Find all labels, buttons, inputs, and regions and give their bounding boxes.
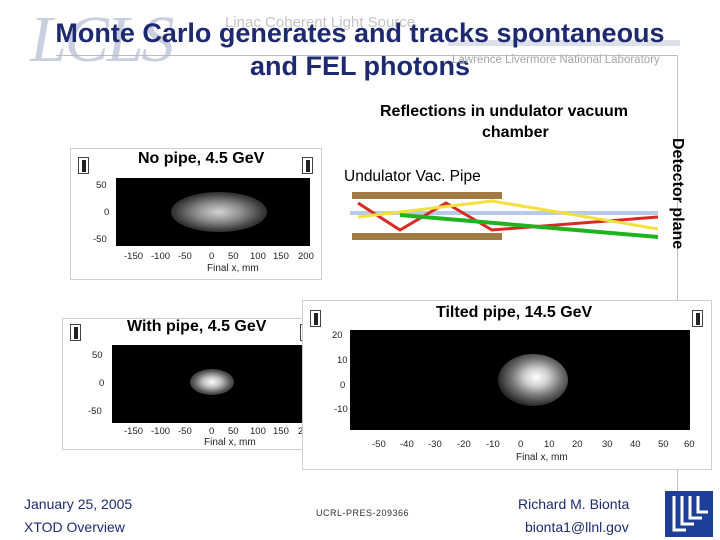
tilted-pipe-xtick: 40 [630, 439, 641, 450]
content-frame-right [677, 55, 678, 495]
no-pipe-xtick: 150 [273, 251, 289, 262]
reflection-diagram [350, 192, 659, 240]
no-pipe-xtick: 200 [298, 251, 314, 262]
window-icon [302, 157, 313, 174]
footer-meeting: XTOD Overview [24, 519, 125, 535]
tilted-pipe-xtick: 60 [684, 439, 695, 450]
tilted-pipe-xtick: 0 [518, 439, 524, 450]
tilted-pipe-xtick: 30 [602, 439, 613, 450]
with-pipe-xtick: -50 [178, 426, 192, 437]
no-pipe-label: No pipe, 4.5 GeV [138, 150, 265, 167]
tilted-pipe-plot [350, 330, 690, 430]
header-watermark: Linac Coherent Light Source [225, 14, 416, 31]
diagram-title-line-2: chamber [482, 124, 549, 141]
slide-title-line-1: Monte Carlo generates and tracks spontan… [55, 18, 665, 48]
window-icon [692, 310, 703, 327]
lower-pipe-wall [352, 233, 502, 240]
slide-title-line-2: and FEL photons [250, 51, 470, 81]
tilted-pipe-xtick: 20 [572, 439, 583, 450]
window-icon [310, 310, 321, 327]
footer-report-id: UCRL-PRES-209366 [316, 508, 410, 518]
with-pipe-label: With pipe, 4.5 GeV [127, 318, 267, 335]
no-pipe-xtick: 0 [209, 251, 215, 262]
tilted-pipe-x-axis-title: Final x, mm [516, 452, 568, 463]
green-ray [399, 213, 659, 239]
footer-email: bionta1@llnl.gov [525, 519, 629, 535]
lab-name: Lawrence Livermore National Laboratory [452, 54, 660, 66]
with-pipe-ytick: -50 [88, 406, 102, 417]
with-pipe-ytick: 0 [99, 378, 105, 389]
tilted-pipe-xtick: 10 [544, 439, 555, 450]
yellow-ray [357, 199, 659, 231]
tilted-pipe-xtick: -40 [400, 439, 414, 450]
with-pipe-ytick: 50 [92, 350, 103, 361]
tilted-pipe-ytick: -10 [334, 404, 348, 415]
no-pipe-ytick: -50 [93, 234, 107, 245]
tilted-pipe-xtick: 50 [658, 439, 669, 450]
with-pipe-plot [112, 345, 312, 423]
with-pipe-xtick: 100 [250, 426, 266, 437]
tilted-pipe-label: Tilted pipe, 14.5 GeV [436, 304, 593, 321]
content-frame-top [56, 55, 678, 56]
window-icon [78, 157, 89, 174]
with-pipe-xtick: 150 [273, 426, 289, 437]
with-pipe-xtick: 50 [228, 426, 239, 437]
no-pipe-ytick: 50 [96, 180, 107, 191]
tilted-pipe-xtick: -50 [372, 439, 386, 450]
footer-date: January 25, 2005 [24, 496, 133, 512]
no-pipe-xtick: -150 [124, 251, 144, 262]
pipe-label: Undulator Vac. Pipe [344, 168, 481, 185]
detector-plane-label: Detector plane [669, 138, 686, 250]
footer-author: Richard M. Bionta [518, 496, 630, 512]
window-icon [70, 324, 81, 341]
tilted-pipe-ytick: 10 [337, 355, 348, 366]
tilted-pipe-ytick: 0 [340, 380, 346, 391]
tilted-pipe-xtick: -10 [486, 439, 500, 450]
no-pipe-photon-spot [171, 192, 267, 232]
with-pipe-xtick: -150 [124, 426, 144, 437]
upper-pipe-wall [352, 192, 502, 199]
tilted-pipe-ytick: 20 [332, 330, 343, 341]
with-pipe-xtick: 0 [209, 426, 215, 437]
no-pipe-xtick: -50 [178, 251, 192, 262]
no-pipe-x-axis-title: Final x, mm [207, 263, 259, 274]
with-pipe-x-axis-title: Final x, mm [204, 437, 256, 448]
tilted-pipe-xtick: -20 [457, 439, 471, 450]
no-pipe-xtick: 50 [228, 251, 239, 262]
no-pipe-xtick: -100 [151, 251, 171, 262]
tilted-pipe-xtick: -30 [428, 439, 442, 450]
header-rule [448, 40, 680, 46]
with-pipe-photon-spot [190, 369, 234, 395]
with-pipe-xtick: -100 [151, 426, 171, 437]
lcls-logo: LCLS [30, 3, 174, 76]
no-pipe-xtick: 100 [250, 251, 266, 262]
diagram-title-line-1: Reflections in undulator vacuum [380, 103, 629, 120]
llnl-logo [665, 491, 713, 537]
no-pipe-plot [116, 178, 310, 246]
no-pipe-ytick: 0 [104, 207, 110, 218]
tilted-pipe-photon-spot [498, 354, 568, 406]
